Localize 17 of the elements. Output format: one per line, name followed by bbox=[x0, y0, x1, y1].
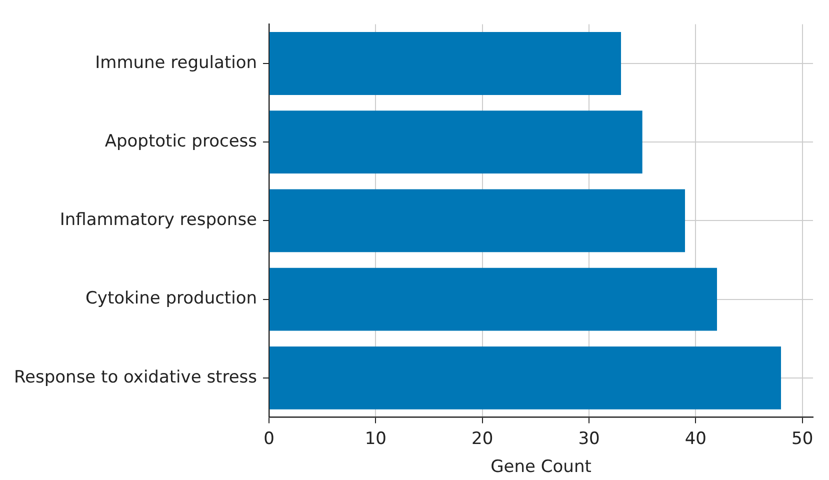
bar bbox=[270, 110, 642, 174]
x-tick-label: 40 bbox=[684, 428, 706, 449]
x-axis-title: Gene Count bbox=[490, 457, 592, 478]
y-tick-label: Cytokine production bbox=[86, 288, 258, 309]
bar bbox=[270, 268, 718, 331]
x-tick-label: 50 bbox=[792, 428, 814, 449]
x-tick-label: 30 bbox=[578, 428, 600, 449]
y-tick-label: Immune regulation bbox=[95, 52, 258, 73]
bar bbox=[270, 346, 781, 410]
y-tick-label: Apoptotic process bbox=[104, 132, 258, 152]
x-tick-label: 0 bbox=[264, 428, 274, 449]
x-tick-label: 20 bbox=[472, 428, 494, 449]
x-tick-label: 10 bbox=[364, 428, 386, 449]
bar bbox=[270, 32, 622, 95]
y-tick-label: Inflammatory response bbox=[60, 210, 258, 230]
y-tick-label: Response to oxidative stress bbox=[14, 367, 258, 388]
bar bbox=[270, 189, 686, 252]
